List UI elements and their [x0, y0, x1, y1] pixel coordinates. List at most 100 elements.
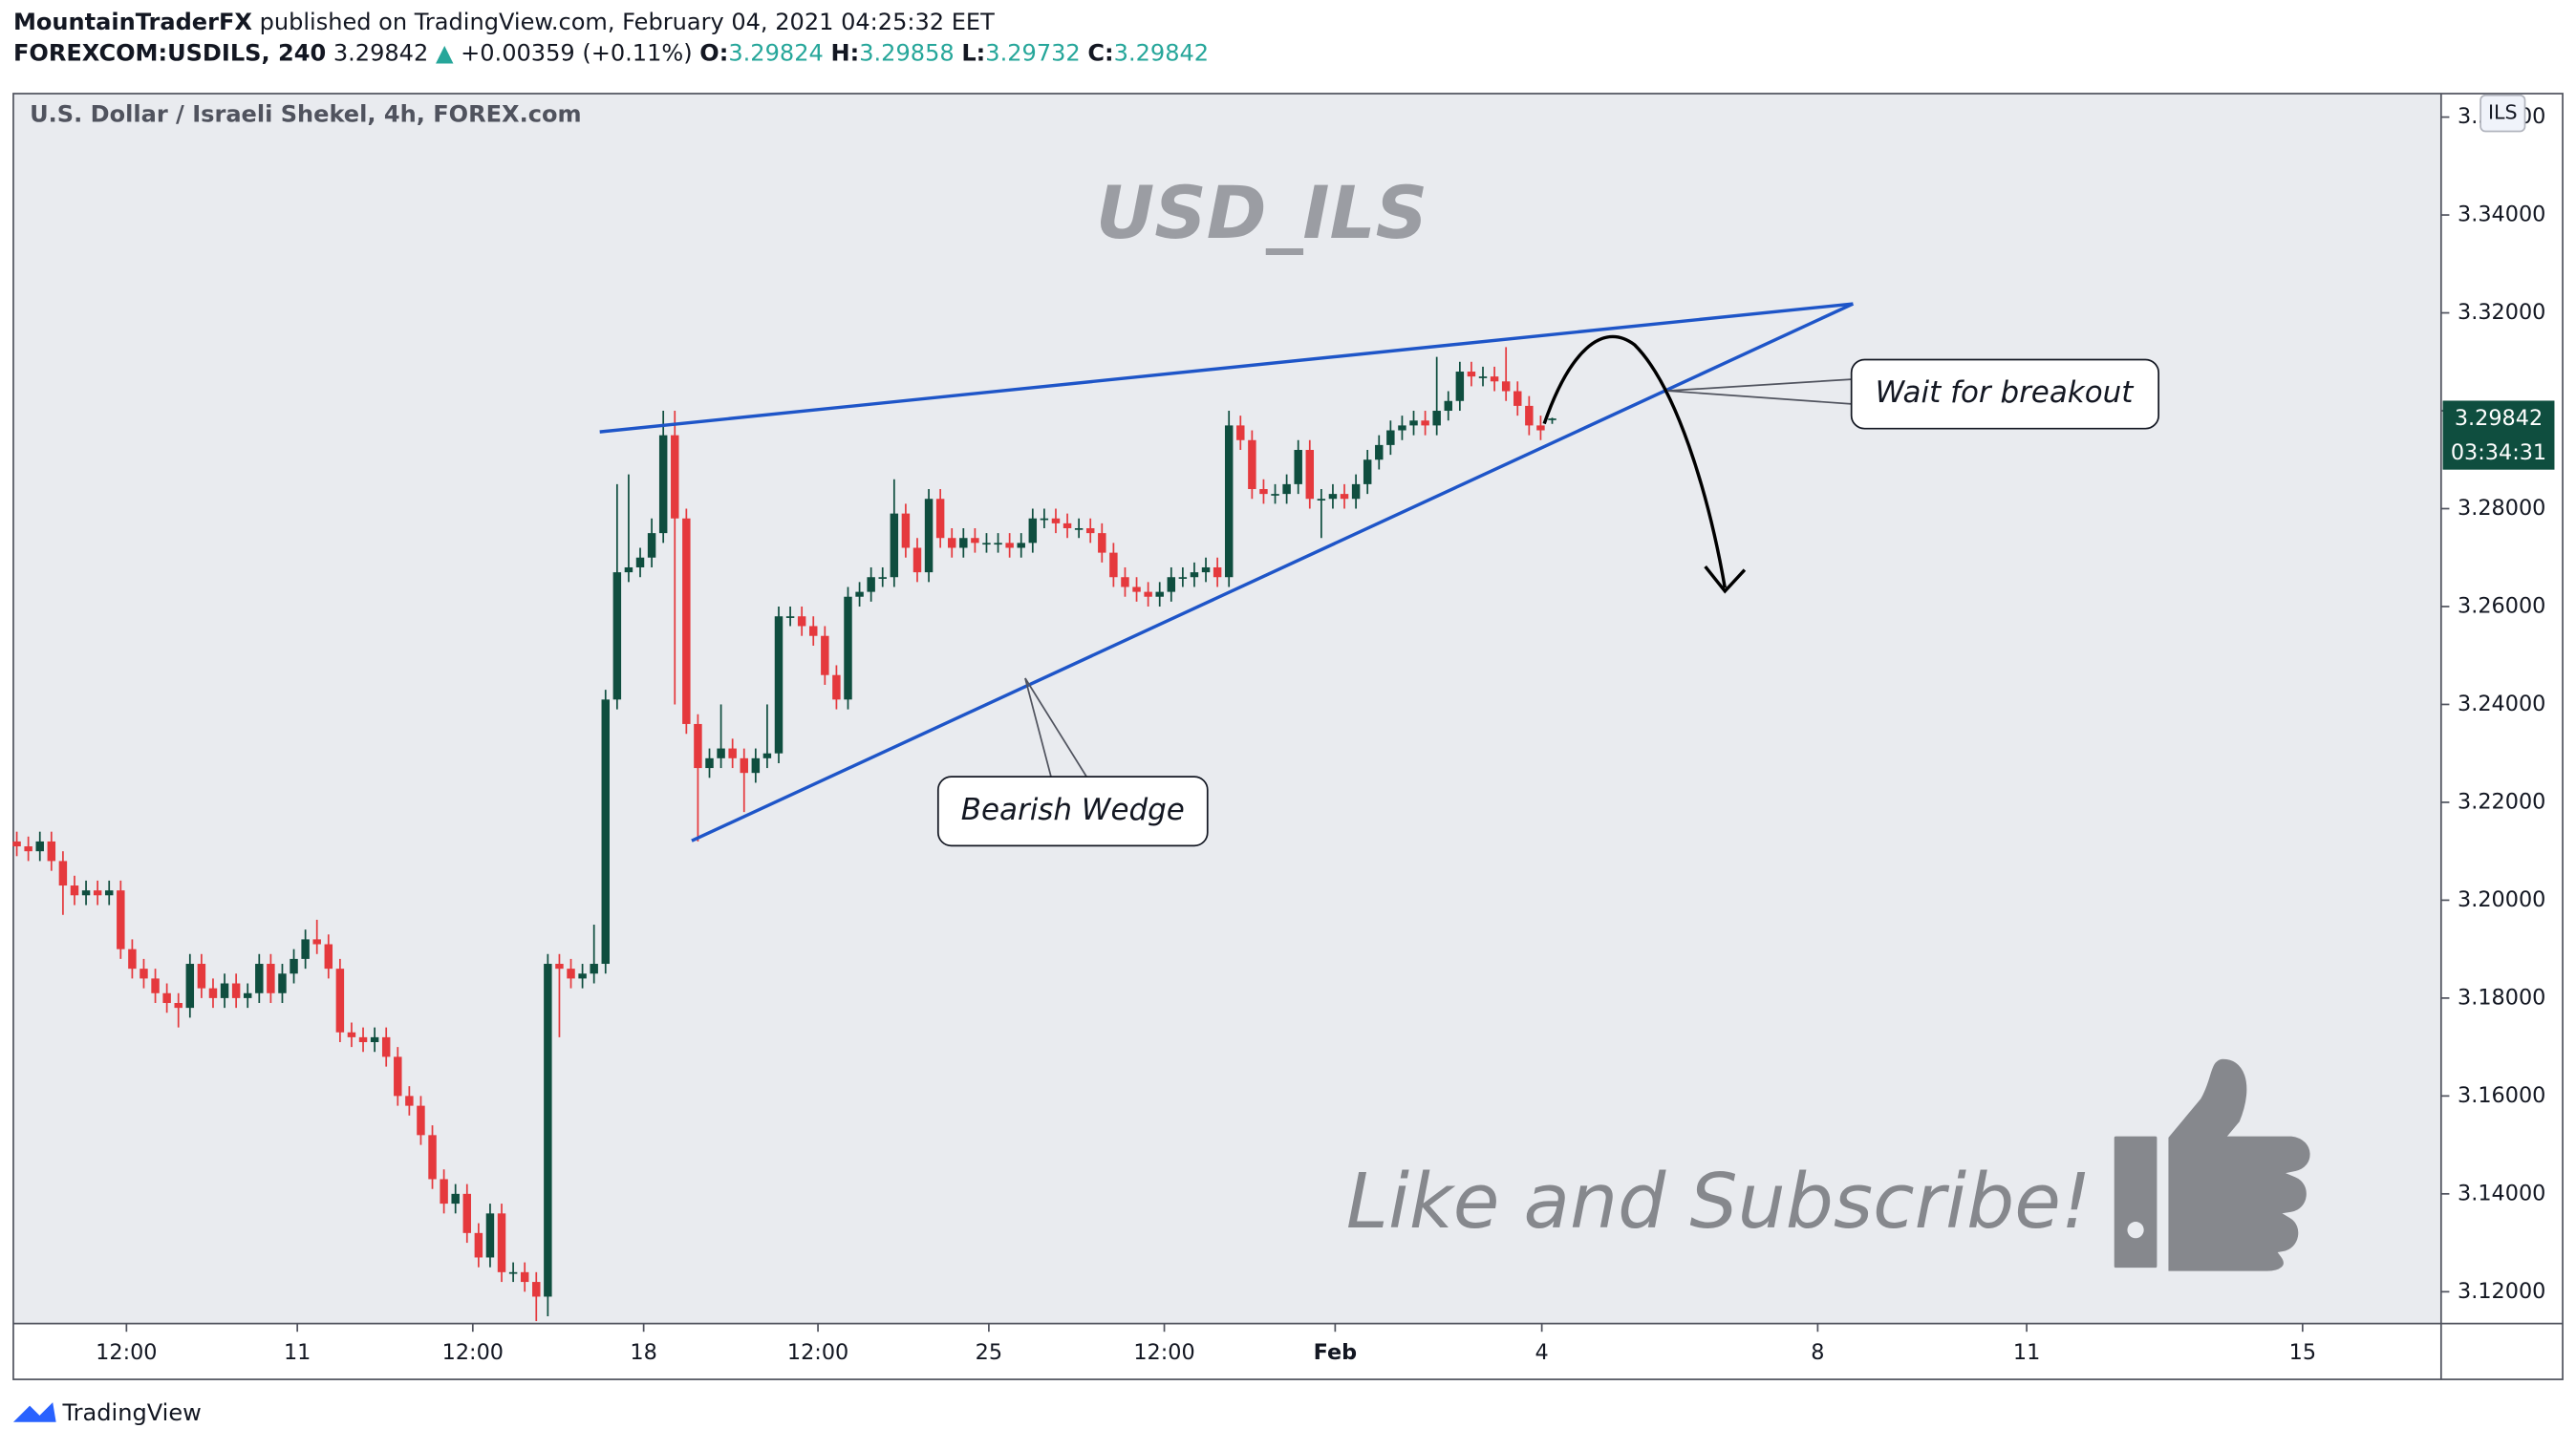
candle-body: [1028, 518, 1038, 544]
candle-body: [370, 1036, 379, 1043]
currency: ILS: [2488, 101, 2518, 124]
x-tick-label: 11: [2013, 1340, 2040, 1365]
change: +0.00359 (+0.11%): [461, 40, 693, 67]
candle-body: [243, 992, 252, 998]
candle-body: [867, 577, 875, 592]
candle-body: [1085, 527, 1095, 534]
candle-body: [1328, 494, 1338, 500]
candle-body: [1409, 420, 1418, 426]
candle-body: [635, 557, 645, 567]
candle-body: [231, 983, 241, 998]
countdown: 03:34:31: [2451, 440, 2546, 465]
candle-body: [35, 841, 44, 852]
low-label: L:: [961, 40, 985, 67]
candle-body: [117, 890, 125, 949]
open-value: 3.29824: [728, 40, 823, 67]
price-label: 3.29842: [2455, 406, 2543, 431]
frame: [12, 93, 2564, 1380]
candle-body: [1224, 425, 1234, 578]
candle-body: [1005, 543, 1014, 548]
candle-body: [1305, 450, 1315, 500]
candle-body: [774, 616, 784, 754]
candle-body: [1351, 483, 1361, 500]
candle-body: [1167, 577, 1176, 592]
open-label: O:: [699, 40, 728, 67]
candle-body: [405, 1096, 414, 1106]
candle-body: [924, 499, 934, 573]
like-subscribe: Like and Subscribe!: [1346, 1158, 2092, 1246]
upper-trendline: [599, 302, 1854, 434]
thumb-hand: [2161, 1052, 2317, 1278]
x-tick-label: 25: [976, 1340, 1002, 1365]
y-tick-label: 3.18000: [2458, 985, 2545, 1010]
candle-body: [497, 1213, 506, 1272]
candle-body: [358, 1036, 368, 1043]
candle-body: [381, 1036, 391, 1057]
candle-body: [1190, 572, 1199, 578]
candle-body: [162, 992, 171, 1004]
candle-body: [12, 841, 21, 847]
change-arrow: ▲: [436, 40, 454, 67]
y-tick-label: 3.28000: [2458, 496, 2545, 521]
candle-body: [1375, 444, 1384, 460]
candle-body: [1421, 420, 1429, 426]
candle-body: [128, 949, 137, 970]
candle-body: [1363, 459, 1372, 484]
candle-body: [647, 533, 656, 558]
candle-body: [971, 538, 979, 544]
candle-body: [821, 635, 829, 675]
candle-body: [532, 1282, 541, 1297]
candle-body: [508, 1271, 518, 1274]
candle-body: [1063, 522, 1072, 528]
candle-body: [1144, 591, 1152, 597]
candle-body: [1490, 376, 1499, 382]
y-tick-label: 3.34000: [2458, 203, 2545, 227]
y-tick-label: 3.24000: [2458, 692, 2545, 716]
candle-body: [1386, 430, 1395, 445]
candle-body: [1017, 543, 1025, 548]
callout-box: [936, 776, 1209, 847]
time-axis: [12, 1323, 2441, 1380]
y-tick-label: 3.22000: [2458, 789, 2545, 814]
candle-body: [1525, 405, 1534, 426]
candle-body: [878, 577, 887, 579]
candle-body: [762, 753, 772, 758]
candle-body: [1282, 483, 1291, 495]
currency-box: [2479, 94, 2526, 133]
candle-body: [1040, 518, 1049, 521]
candle-body: [1548, 418, 1556, 420]
last-price: 3.29842: [333, 40, 428, 67]
candle-body: [1155, 591, 1164, 597]
candle-body: [1432, 411, 1441, 426]
candle-body: [1201, 566, 1211, 573]
high-label: H:: [830, 40, 859, 67]
arrow-head: [1704, 565, 1747, 594]
candle-body: [612, 572, 622, 700]
price-axis: [2440, 93, 2564, 1324]
candle-body: [174, 1003, 182, 1009]
candle-body: [220, 983, 229, 998]
lower-trendline: [691, 302, 1855, 842]
candle-body: [1467, 372, 1476, 377]
candle-body: [890, 513, 899, 578]
candle-body: [290, 958, 298, 974]
candle-body: [324, 944, 333, 970]
candle-body: [197, 964, 206, 989]
candle-body: [590, 964, 598, 974]
candle-body: [1455, 372, 1465, 401]
candle-body: [901, 513, 911, 548]
y-tick-label: 3.32000: [2458, 300, 2545, 325]
candle-body: [728, 748, 737, 758]
callout-pointer: [1024, 677, 1088, 779]
low-value: 3.29732: [985, 40, 1080, 67]
candle-body: [671, 435, 679, 519]
callout-text: Bearish Wedge: [961, 793, 1185, 827]
y-tick-label: 3.20000: [2458, 887, 2545, 912]
candle-body: [278, 973, 287, 993]
candle-body: [578, 973, 587, 979]
thumb-cuff: [2107, 1129, 2164, 1275]
watermark: USD_ILS: [1096, 171, 1428, 255]
candle-body: [347, 1032, 356, 1037]
candle-body: [682, 518, 691, 724]
